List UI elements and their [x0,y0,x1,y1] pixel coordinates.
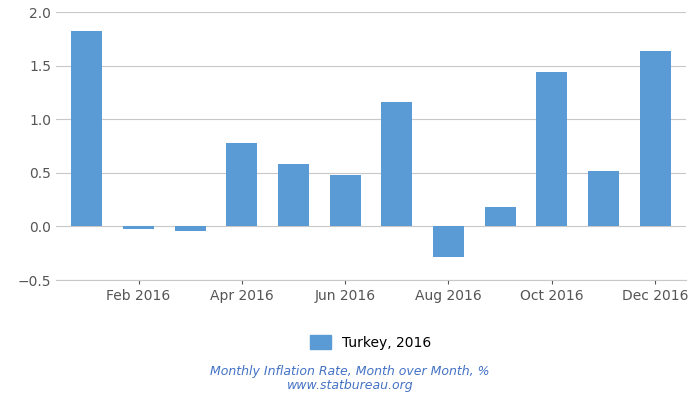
Bar [330,175,360,226]
Bar [382,102,412,226]
Bar [226,143,258,226]
Bar [536,72,567,226]
Bar [278,164,309,226]
Bar [640,50,671,226]
Text: Monthly Inflation Rate, Month over Month, %: Monthly Inflation Rate, Month over Month… [210,366,490,378]
Bar [175,226,206,231]
Bar [123,226,154,228]
Bar [484,207,516,226]
Bar [588,171,619,226]
Text: www.statbureau.org: www.statbureau.org [287,380,413,392]
Bar [433,226,464,258]
Bar [71,31,102,226]
Legend: Turkey, 2016: Turkey, 2016 [310,335,432,350]
